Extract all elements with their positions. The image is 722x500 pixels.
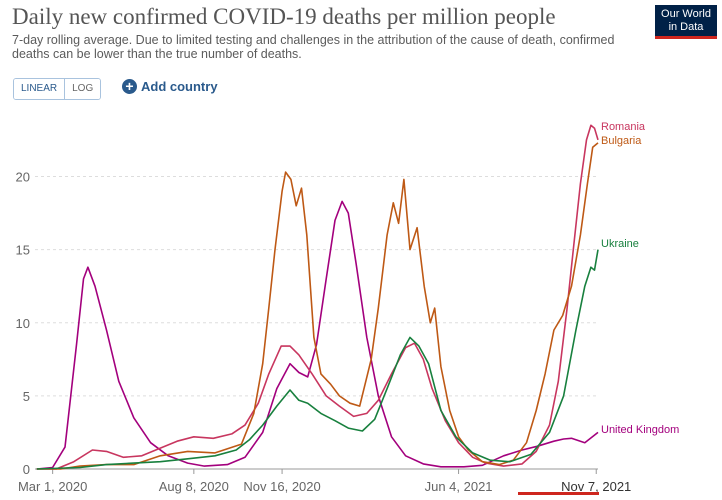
series-label-ukraine: Ukraine — [601, 238, 639, 250]
series-line-bulgaria — [36, 142, 599, 470]
x-tick-label: Aug 8, 2020 — [159, 479, 229, 494]
series-label-romania: Romania — [601, 121, 646, 133]
y-tick-label: 15 — [16, 243, 30, 258]
owid-logo[interactable]: Our World in Data — [655, 5, 717, 39]
log-scale-button[interactable]: LOG — [64, 79, 101, 99]
y-tick-label: 10 — [16, 316, 30, 331]
add-country-label: Add country — [141, 79, 218, 94]
x-tick-label: Mar 1, 2020 — [18, 479, 87, 494]
y-tick-label: 0 — [23, 462, 30, 477]
logo-line-1: Our World — [661, 8, 711, 20]
active-date-underline — [518, 492, 599, 495]
linear-scale-button[interactable]: LINEAR — [14, 79, 65, 99]
chart-subtitle: 7-day rolling average. Due to limited te… — [12, 33, 615, 61]
add-country-button[interactable]: + Add country — [122, 79, 218, 94]
series-label-united-kingdom: United Kingdom — [601, 424, 679, 436]
logo-line-2: in Data — [668, 21, 704, 33]
series-line-united-kingdom — [36, 200, 599, 470]
y-tick-label: 5 — [23, 389, 30, 404]
x-tick-label: Nov 7, 2021 — [561, 479, 631, 494]
chart-title: Daily new confirmed COVID-19 deaths per … — [12, 4, 556, 29]
series-line-romania — [36, 124, 599, 470]
scale-toggle: LINEAR LOG — [13, 78, 102, 100]
x-tick-label: Jun 4, 2021 — [425, 479, 493, 494]
series-label-bulgaria: Bulgaria — [601, 135, 642, 147]
series-line-ukraine — [36, 249, 599, 470]
y-tick-label: 20 — [16, 170, 30, 185]
plus-circle-icon: + — [122, 79, 137, 94]
x-tick-label: Nov 16, 2020 — [243, 479, 320, 494]
